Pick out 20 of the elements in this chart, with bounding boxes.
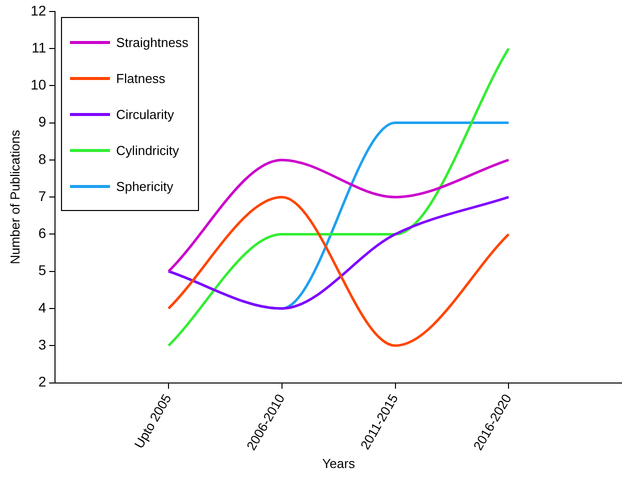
- y-tick-label: 6: [38, 225, 46, 242]
- y-tick-label: 12: [30, 2, 46, 18]
- y-axis-title: Number of Publications: [7, 129, 22, 264]
- y-tick-label: 9: [38, 114, 46, 130]
- y-tick-label: 3: [38, 336, 46, 352]
- legend-label: Straightness: [116, 34, 188, 50]
- legend-label: Cylindricity: [116, 142, 180, 158]
- y-tick-label: 8: [38, 150, 46, 167]
- line-series: [167, 196, 510, 347]
- y-tick-label: 4: [38, 299, 46, 316]
- y-tick-label: 2: [38, 374, 46, 390]
- y-tick-label: 5: [38, 262, 46, 278]
- y-tick-label: 11: [32, 39, 46, 56]
- legend-label: Sphericity: [116, 178, 174, 194]
- y-tick-label: 10: [30, 76, 46, 93]
- y-tick-label: 7: [38, 188, 46, 204]
- line-series: [167, 196, 510, 310]
- legend-label: Circularity: [116, 106, 174, 122]
- legend-label: Flatness: [116, 70, 166, 86]
- x-axis-title: Years: [322, 456, 356, 471]
